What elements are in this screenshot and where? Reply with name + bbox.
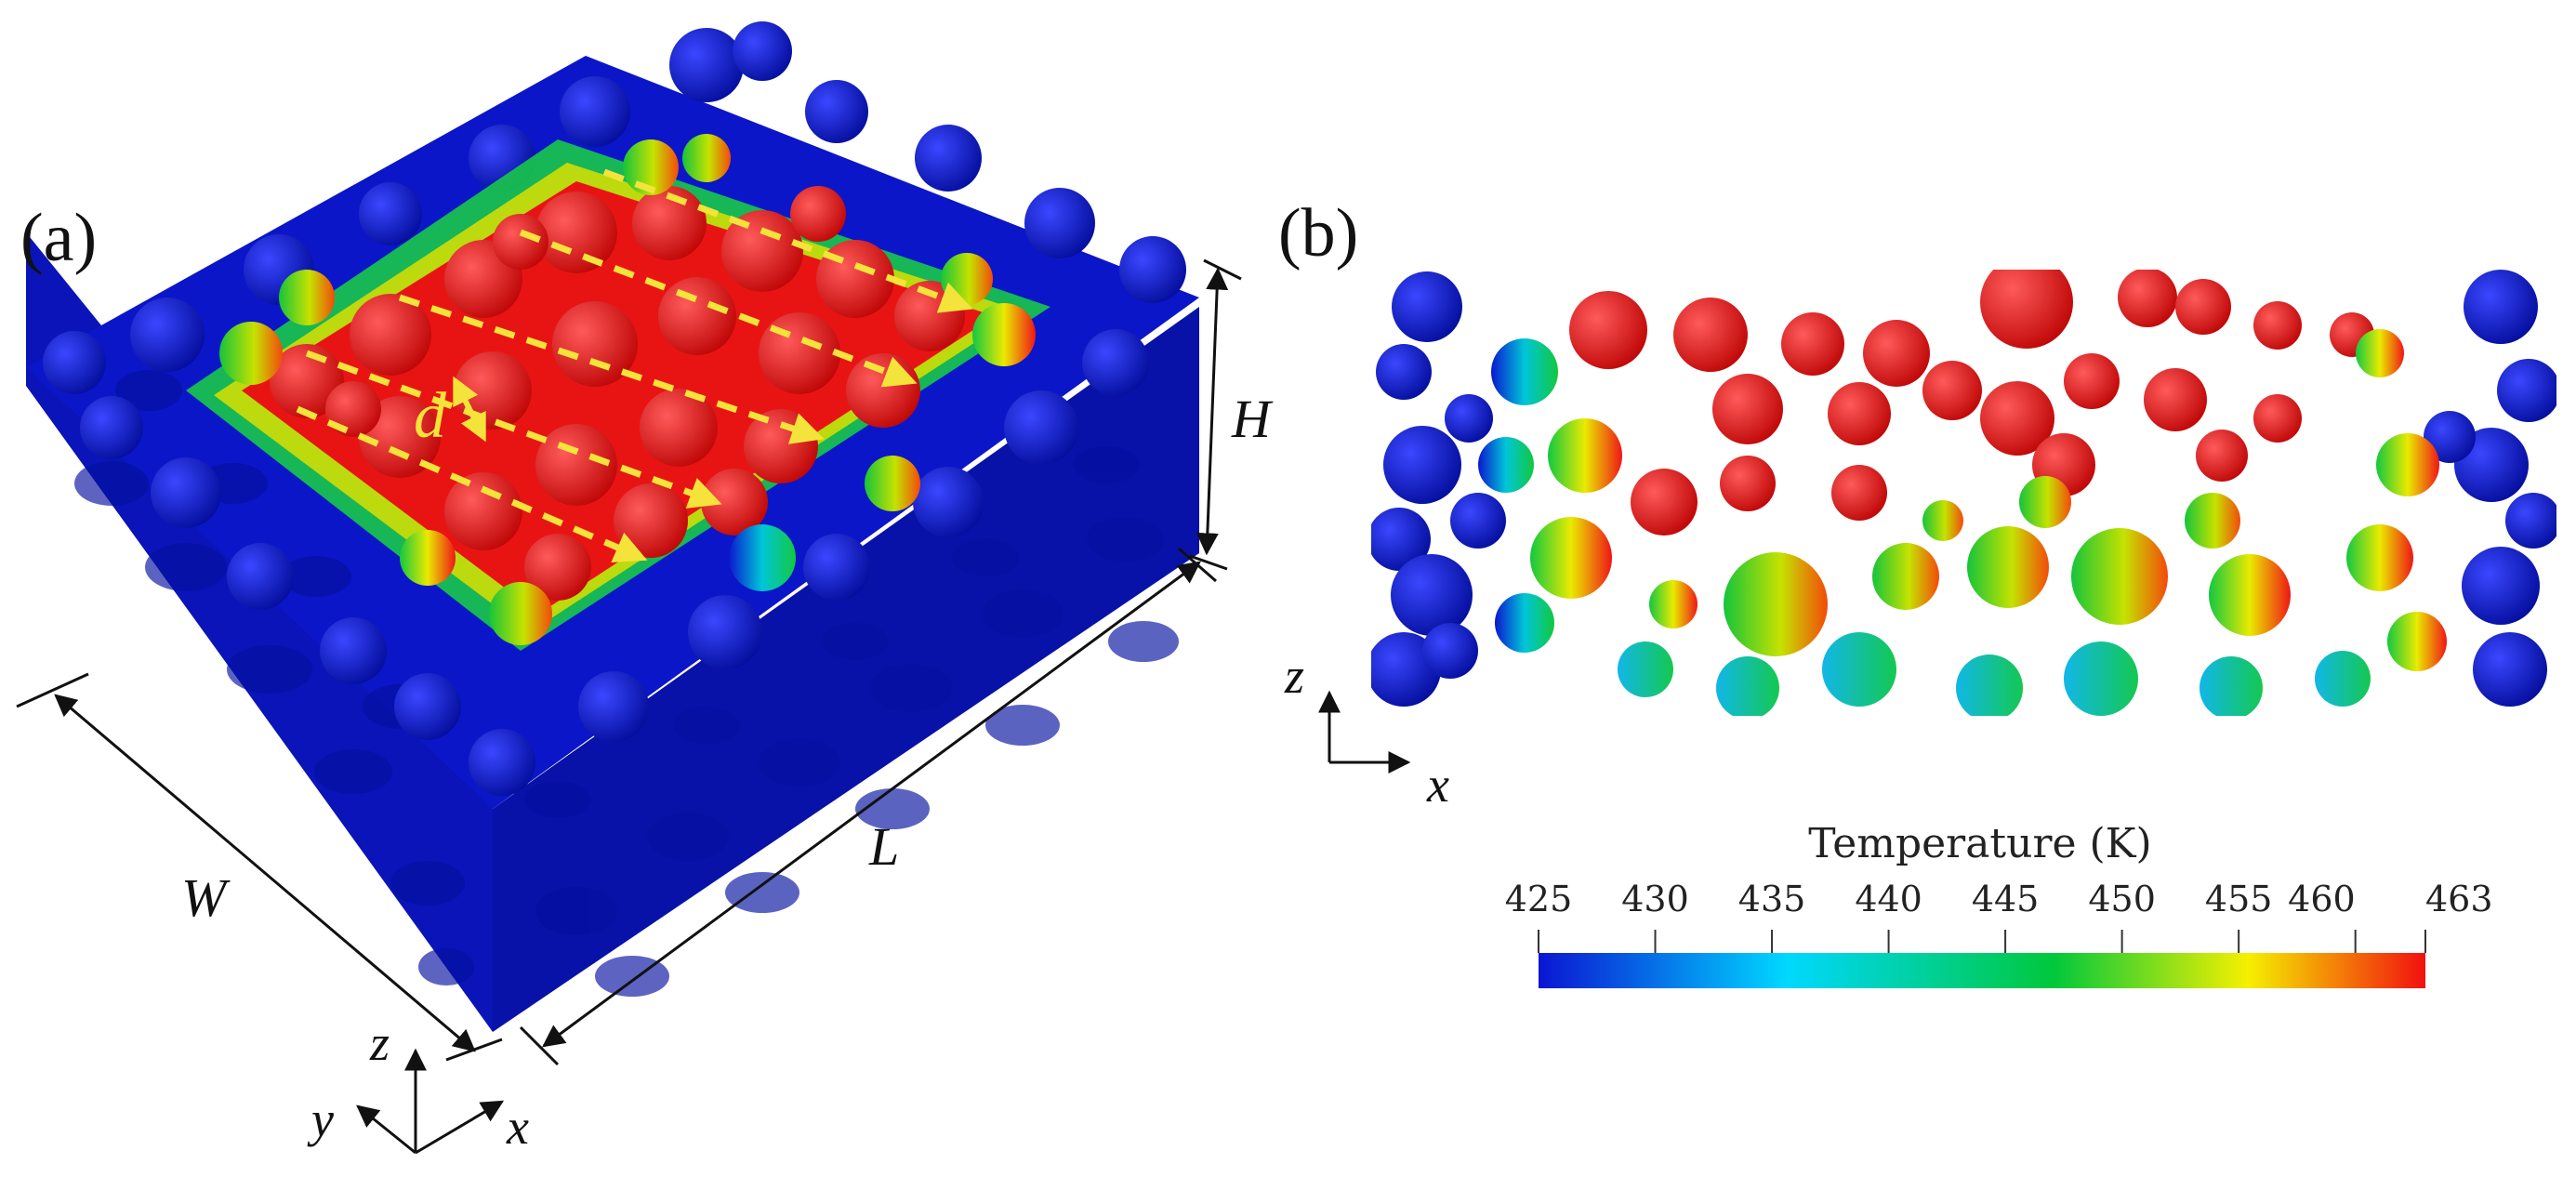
height-ext-1 [1203, 258, 1242, 281]
dimension-lines [16, 258, 1242, 1066]
panel-b: (b) [1278, 195, 2556, 813]
cold-particles-left [1371, 271, 1506, 707]
width-dimension [54, 694, 476, 1052]
scan-track-3 [398, 294, 825, 444]
cross-section [1371, 270, 2556, 716]
width-ext-2 [445, 1038, 503, 1062]
cold-particles-right [2424, 270, 2556, 707]
colorbar-tick-label: 460 [2288, 879, 2356, 919]
hot-region [242, 181, 995, 614]
colorbar-gradient [1539, 953, 2425, 988]
height-dimension [1196, 267, 1229, 556]
colorbar-ticks: 425 430 435 440 445 450 455 460 463 [1505, 879, 2493, 953]
hatch-spacing-arrow [453, 376, 486, 443]
scan-path [296, 168, 973, 562]
colorbar-tick-label: 455 [2205, 879, 2273, 919]
z-axis-label: z [369, 1015, 390, 1071]
colorbar-tick-label: 425 [1505, 879, 1573, 919]
scan-track-5 [296, 405, 648, 562]
colorbar-title: Temperature (K) [1808, 820, 2151, 867]
colorbar-tick-label: 435 [1738, 879, 1806, 919]
y-axis-arrow [356, 1104, 416, 1155]
colorbar-tick-label: 463 [2425, 879, 2493, 919]
scan-track-4 [305, 350, 722, 509]
length-ext-1 [519, 1025, 560, 1066]
colorbar-tick-label: 445 [1972, 879, 2040, 919]
length-ext-2 [1178, 547, 1217, 583]
height-ext-2 [1189, 554, 1228, 571]
height-label: H [1231, 389, 1274, 449]
colorbar-tick-label: 450 [2088, 879, 2156, 919]
x-axis-arrow [415, 1100, 505, 1155]
z2-axis-label: z [1284, 648, 1304, 704]
panel-a-label: (a) [20, 200, 97, 276]
scan-track-2 [519, 229, 918, 388]
width-label: W [181, 867, 231, 928]
colorbar: Temperature (K) 425 430 435 440 445 450 455 460… [1505, 820, 2493, 988]
width-ext-1 [16, 672, 89, 708]
x-axis-label: x [506, 1099, 529, 1155]
length-label: L [868, 816, 899, 877]
axis-triad-2d [1318, 690, 1411, 774]
hot-particles-top [1569, 270, 2374, 536]
colorbar-tick-label: 440 [1855, 879, 1922, 919]
panel-a: d W L H z y x (a) [16, 21, 1274, 1155]
colorbar-tick-label: 430 [1621, 879, 1689, 919]
length-dimension [542, 561, 1201, 1048]
warm-particles [1478, 329, 2447, 716]
hatch-spacing-label: d [414, 380, 447, 452]
panel-b-label: (b) [1278, 195, 1358, 271]
y-axis-label: y [307, 1091, 334, 1147]
axis-triad-3d [356, 1048, 505, 1155]
x2-axis-label: x [1426, 757, 1449, 813]
